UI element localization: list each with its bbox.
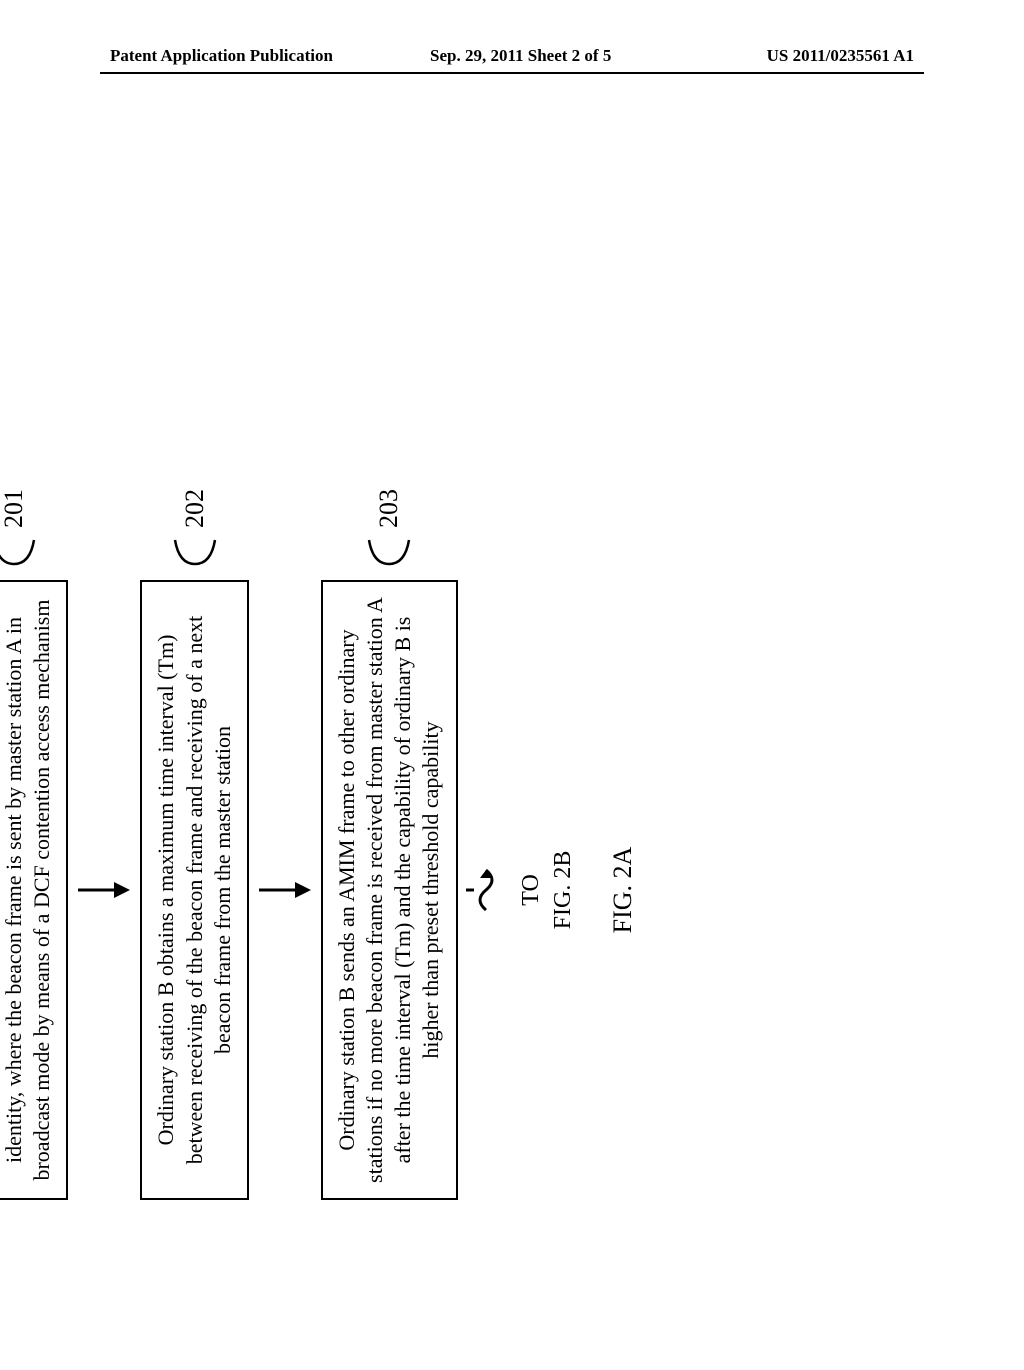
- continuation-squiggle-icon: [466, 860, 509, 920]
- step-ref-203: 203: [365, 489, 413, 570]
- brace-arc-icon: [365, 536, 413, 570]
- step-box-202: Ordinary station B obtains a maximum tim…: [140, 580, 248, 1200]
- flow-step: Ordinary station B obtains a maximum tim…: [140, 250, 248, 1370]
- header-right: US 2011/0235561 A1: [767, 46, 914, 66]
- step-ref-text: 202: [180, 489, 210, 528]
- header-rule: [100, 72, 924, 74]
- step-ref-text: 201: [0, 489, 29, 528]
- flow-step: Ordinary station B sends an AMIM frame t…: [321, 250, 458, 1370]
- offpage-connector: TO FIG. 2B: [466, 580, 580, 1200]
- brace-arc-icon: [171, 536, 219, 570]
- step-ref-201: 201: [0, 489, 38, 570]
- step-box-203: Ordinary station B sends an AMIM frame t…: [321, 580, 458, 1200]
- arrow-down-icon: [257, 880, 313, 900]
- flowchart: Ordinary station B receives a beacon fra…: [0, 250, 638, 1370]
- flow-arrow: [76, 250, 132, 1370]
- connector-line2: FIG. 2B: [547, 580, 579, 1200]
- step-ref-text: 203: [374, 489, 404, 528]
- page-root: Patent Application Publication Sep. 29, …: [0, 0, 1024, 1320]
- step-box-201: Ordinary station B receives a beacon fra…: [0, 580, 68, 1200]
- header-left: Patent Application Publication: [110, 46, 333, 66]
- connector-line1: TO: [515, 580, 547, 1200]
- figure-label: FIG. 2A: [608, 580, 638, 1200]
- step-ref-202: 202: [171, 489, 219, 570]
- page-header: Patent Application Publication Sep. 29, …: [0, 46, 1024, 74]
- brace-arc-icon: [0, 536, 38, 570]
- flow-step: Ordinary station B receives a beacon fra…: [0, 250, 68, 1370]
- arrow-down-icon: [76, 880, 132, 900]
- flow-arrow: [257, 250, 313, 1370]
- rotated-figure: Ordinary station B receives a beacon fra…: [0, 250, 638, 1370]
- header-middle: Sep. 29, 2011 Sheet 2 of 5: [430, 46, 611, 66]
